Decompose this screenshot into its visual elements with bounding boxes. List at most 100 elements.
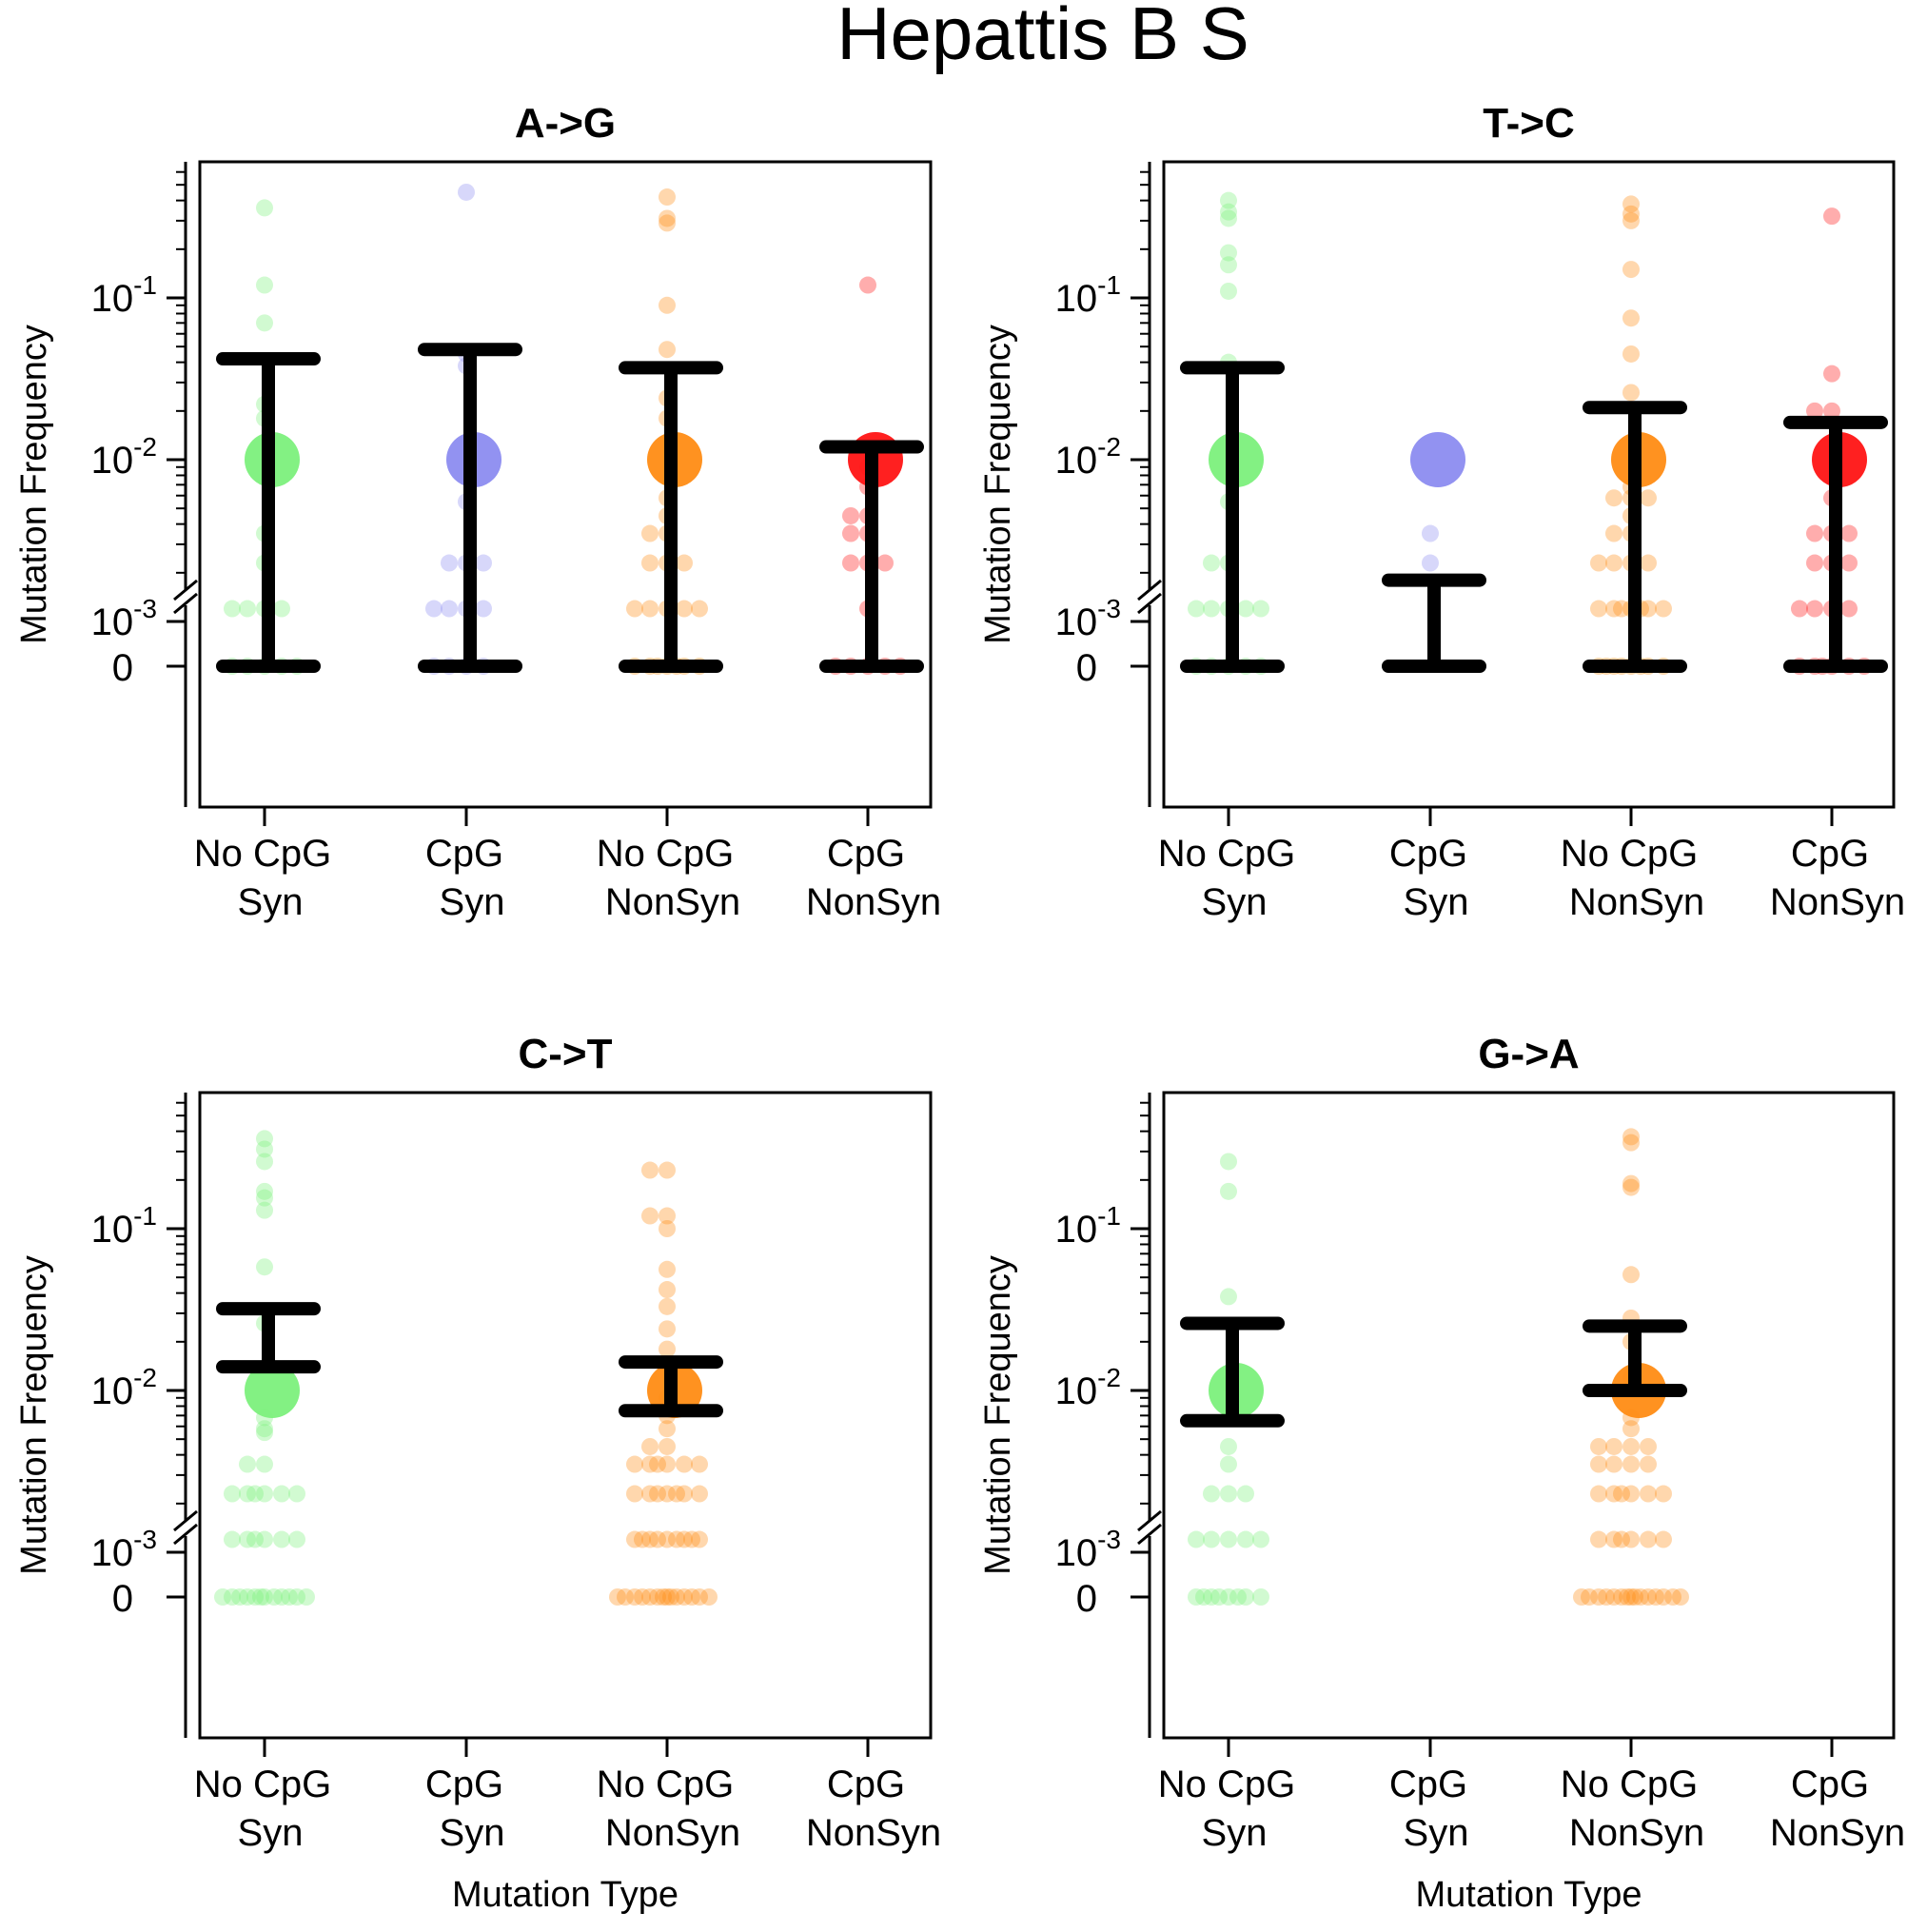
data-point (1640, 489, 1657, 507)
data-point (441, 554, 458, 572)
data-point (273, 1485, 290, 1503)
panel-title: G->A (1478, 1031, 1579, 1077)
x-tick-label: NonSyn (605, 881, 740, 923)
series-no_cpg_syn (1180, 1153, 1285, 1606)
data-point (626, 1485, 643, 1503)
data-point (1237, 1485, 1254, 1503)
panel-title: A->G (515, 100, 616, 147)
data-point (1220, 244, 1237, 262)
series-cpg_syn (418, 183, 522, 675)
data-point (1619, 1588, 1636, 1606)
x-tick-label: NonSyn (1569, 881, 1704, 923)
y-axis-title: Mutation Frequency (14, 1255, 54, 1575)
data-point (1220, 1153, 1237, 1171)
data-point (239, 600, 256, 618)
data-point (1252, 1588, 1269, 1606)
data-point (1622, 205, 1640, 223)
data-point (1581, 1588, 1598, 1606)
data-point (1622, 1174, 1640, 1193)
data-point (1622, 211, 1640, 229)
data-point (1220, 1455, 1237, 1473)
data-point (256, 1420, 273, 1438)
data-point (1237, 600, 1254, 618)
data-point (1605, 524, 1622, 542)
y-axis-title: Mutation Frequency (978, 1255, 1018, 1575)
data-point (842, 506, 859, 524)
panel-4: G->A 10-3 10-2 10-1 0 Mutation Frequency No Cp… (978, 1031, 1905, 1915)
data-point (256, 1182, 273, 1200)
data-point (1220, 282, 1237, 300)
x-tick-label: NonSyn (1770, 1812, 1905, 1854)
data-point (641, 1437, 659, 1455)
data-point (876, 554, 894, 572)
data-point (609, 1588, 626, 1606)
series-no_cpg_syn (216, 199, 321, 675)
data-point (1806, 524, 1823, 542)
axis-break-mark (173, 1509, 198, 1546)
y-tick-label: 10-2 (1055, 432, 1121, 482)
data-point (1613, 1588, 1630, 1606)
data-point (1622, 1485, 1640, 1503)
data-point (441, 600, 458, 618)
data-point (641, 1485, 659, 1503)
data-point (1640, 554, 1657, 572)
data-point (1598, 1588, 1615, 1606)
data-point (626, 1455, 643, 1473)
x-tick-label: CpG (425, 1764, 503, 1805)
x-tick-label: Syn (1202, 1812, 1268, 1854)
y-axis-title: Mutation Frequency (978, 325, 1018, 644)
data-point (691, 1530, 708, 1548)
data-point (1220, 191, 1237, 209)
data-point (1823, 207, 1840, 226)
data-point (659, 1485, 676, 1503)
data-point (273, 1588, 290, 1606)
figure-title: Hepattis B S (836, 0, 1249, 75)
panel-3: C->T 10-3 10-2 10-1 0 Mutation Frequency No Cp… (14, 1031, 941, 1915)
data-point (1605, 554, 1622, 572)
data-point (1605, 1485, 1622, 1503)
data-point (1613, 1485, 1630, 1503)
data-point (641, 524, 659, 542)
data-point (626, 600, 643, 618)
data-point (1640, 1437, 1657, 1455)
x-tick-label: NonSyn (605, 1812, 740, 1854)
data-point (256, 199, 273, 217)
data-point (1622, 1178, 1640, 1196)
data-point (634, 1530, 651, 1548)
data-point (256, 1424, 273, 1442)
y-tick-label-zero: 0 (112, 647, 133, 689)
data-point (1590, 1530, 1607, 1548)
data-point (1220, 1437, 1237, 1455)
y-tick-label: 10-3 (1055, 594, 1121, 643)
x-tick-label: Syn (238, 881, 304, 923)
data-point (641, 1455, 659, 1473)
x-tick-label: CpG (1791, 833, 1869, 875)
data-point (256, 1130, 273, 1148)
x-tick-label: Syn (440, 1812, 505, 1854)
data-point (1605, 489, 1622, 507)
y-tick-label: 10-1 (91, 270, 157, 320)
data-point (1613, 600, 1630, 618)
data-point (1220, 1182, 1237, 1200)
series-no_cpg_syn (1180, 191, 1285, 675)
data-point (256, 1485, 273, 1503)
data-point (700, 1588, 718, 1606)
data-point (1188, 1530, 1205, 1548)
data-point (1613, 1530, 1630, 1548)
data-point (1823, 402, 1840, 420)
data-point (649, 1588, 666, 1606)
data-point (256, 1530, 273, 1548)
data-point (1220, 1288, 1237, 1306)
data-point (1647, 1588, 1664, 1606)
data-point (1622, 1437, 1640, 1455)
data-point (231, 1588, 248, 1606)
data-point (1573, 1588, 1590, 1606)
data-point (1188, 1588, 1205, 1606)
x-tick-label: NonSyn (1569, 1812, 1704, 1854)
x-tick-label: No CpG (597, 1764, 735, 1805)
axis-break-mark (1137, 1509, 1162, 1546)
data-point (659, 1260, 676, 1278)
data-point (1664, 1588, 1681, 1606)
data-point (659, 1297, 676, 1315)
